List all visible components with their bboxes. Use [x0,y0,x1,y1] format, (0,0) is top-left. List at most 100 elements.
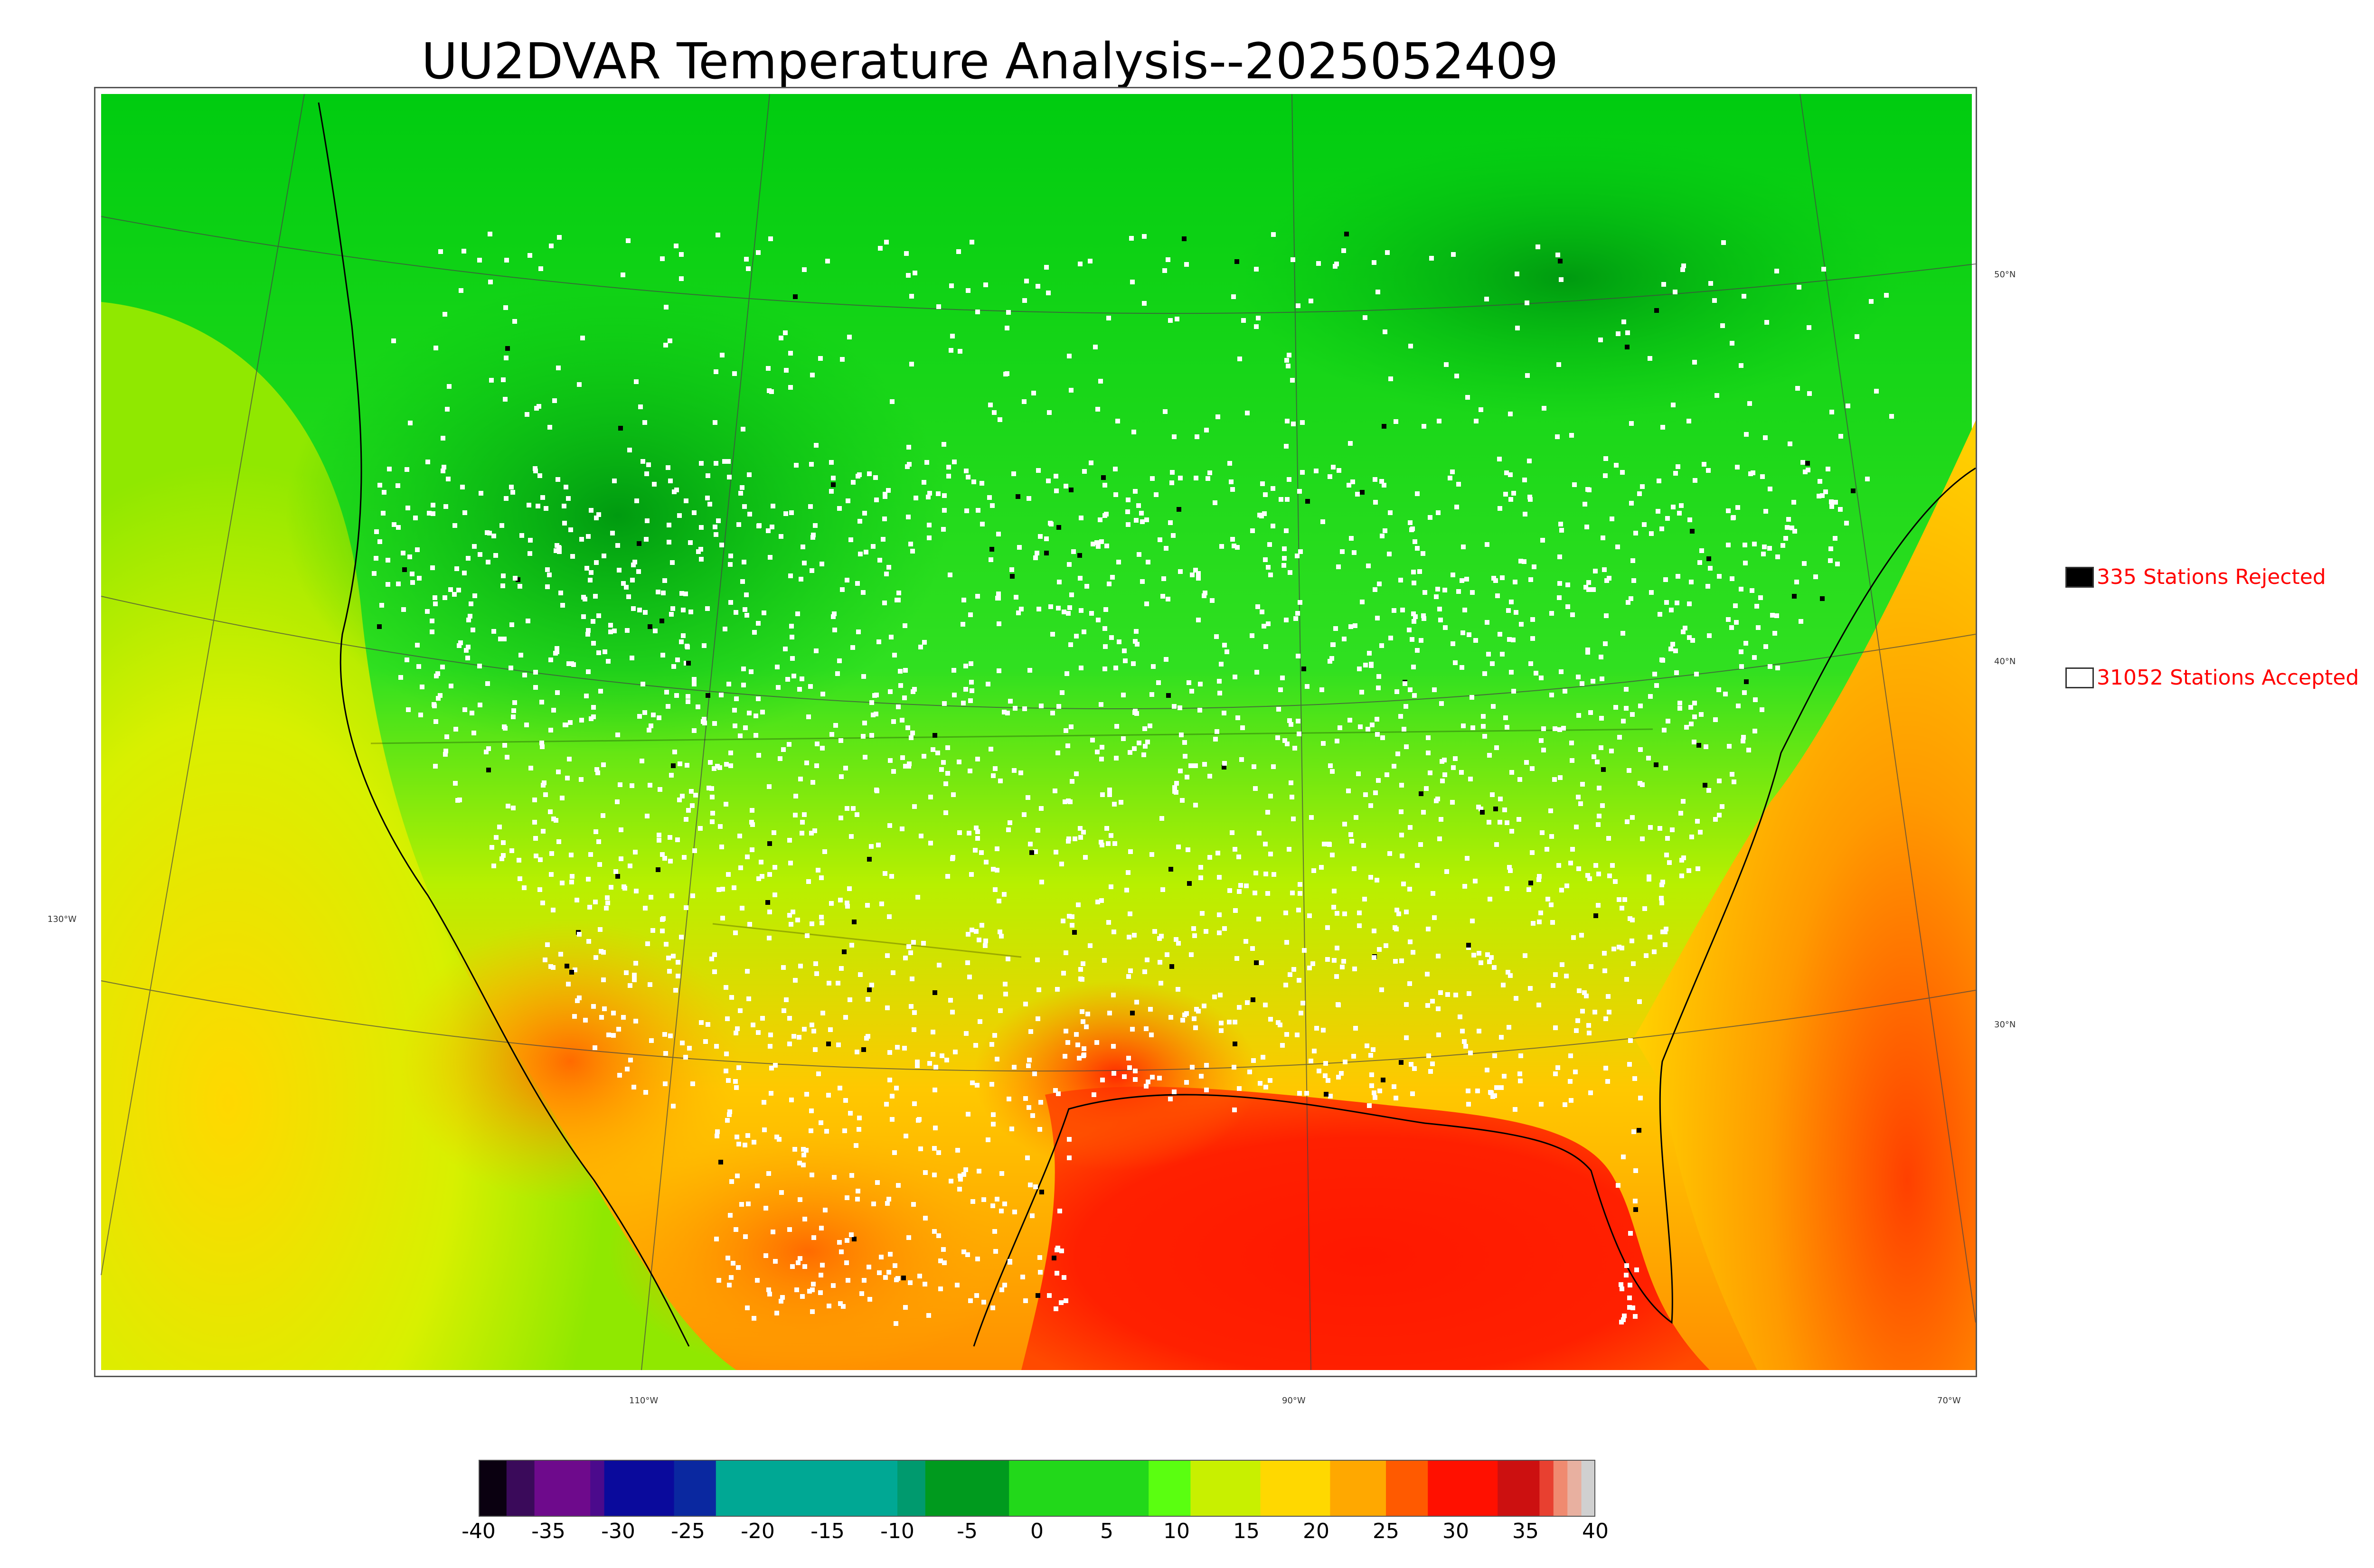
accepted-station-marker [1340,965,1345,969]
accepted-station-marker [660,256,665,261]
accepted-station-marker [799,577,803,582]
rejected-station-marker [1036,1293,1040,1298]
accepted-station-marker [1348,624,1353,629]
accepted-station-marker [798,777,803,781]
accepted-station-marker [896,1183,901,1188]
accepted-station-marker [1256,316,1261,320]
accepted-station-marker [1638,747,1643,752]
accepted-station-marker [381,511,386,516]
accepted-station-marker [1271,524,1275,528]
accepted-station-marker [886,488,891,493]
colorbar-segment [1009,1460,1149,1517]
accepted-station-marker [631,606,636,611]
accepted-station-marker [693,793,698,798]
accepted-station-marker [983,282,988,287]
accepted-station-marker [1585,873,1590,878]
accepted-station-marker [598,689,603,694]
accepted-station-marker [1580,782,1585,787]
accepted-station-marker [735,1135,739,1139]
accepted-station-marker [645,941,650,946]
accepted-station-marker [1616,331,1620,336]
accepted-station-marker [1048,604,1053,609]
accepted-station-marker [1677,706,1682,711]
accepted-station-marker [793,794,798,798]
accepted-station-marker [1662,728,1667,732]
accepted-station-marker [1659,883,1664,887]
accepted-station-marker [1090,738,1095,742]
accepted-station-marker [1369,1072,1374,1077]
accepted-station-marker [1012,1210,1017,1214]
accepted-station-marker [752,1140,756,1145]
accepted-station-marker [1213,737,1218,742]
accepted-station-marker [1178,769,1183,773]
accepted-station-marker [917,1117,922,1122]
accepted-station-marker [1014,595,1018,600]
accepted-station-marker [968,698,973,703]
accepted-station-marker [1287,847,1291,852]
accepted-station-marker [1073,836,1077,841]
accepted-station-marker [1296,719,1300,723]
accepted-station-marker [713,420,717,425]
accepted-station-marker [1189,952,1194,957]
accepted-station-marker [1295,1033,1300,1037]
accepted-station-marker [681,633,686,638]
accepted-station-marker [770,525,774,529]
accepted-station-marker [1182,1013,1187,1017]
accepted-station-marker [743,725,748,730]
accepted-station-marker [630,783,634,788]
accepted-station-marker [1603,473,1608,478]
accepted-station-marker [854,1143,858,1148]
accepted-station-marker [416,664,421,669]
accepted-station-marker [1767,546,1772,551]
accepted-station-marker [911,1202,916,1207]
accepted-station-marker [1511,491,1516,496]
accepted-station-marker [716,518,721,523]
accepted-station-marker [1392,1084,1396,1089]
accepted-station-marker [448,587,453,592]
accepted-station-marker [594,767,599,772]
accepted-station-marker [468,614,472,619]
accepted-station-marker [453,727,458,732]
accepted-station-marker [1016,610,1021,615]
accepted-station-marker [1539,676,1544,680]
accepted-station-marker [1569,433,1574,438]
rejected-station-marker [1301,667,1306,671]
accepted-station-marker [1150,476,1155,481]
accepted-station-marker [1082,469,1087,474]
accepted-station-marker [490,845,494,850]
accepted-station-marker [1204,1088,1209,1092]
accepted-station-marker [966,1112,970,1117]
accepted-station-marker [1515,272,1519,276]
accepted-station-marker [1329,656,1334,661]
accepted-station-marker [1227,1020,1232,1024]
accepted-station-marker [1621,1317,1626,1322]
accepted-station-marker [1102,626,1107,631]
colorbar-segment [590,1460,605,1517]
accepted-station-marker [1196,571,1201,576]
accepted-station-marker [1436,1033,1441,1037]
accepted-station-marker [1726,617,1731,622]
accepted-station-marker [568,527,573,532]
accepted-station-marker [484,750,489,754]
accepted-station-marker [621,581,626,586]
accepted-station-marker [588,578,593,582]
accepted-station-marker [543,958,547,962]
accepted-station-marker [1245,411,1250,415]
accepted-station-marker [1674,670,1679,675]
accepted-station-marker [724,1069,728,1073]
accepted-station-marker [945,771,950,776]
accepted-station-marker [446,477,451,481]
accepted-station-marker [1586,580,1591,585]
colorbar-segment [604,1460,675,1517]
accepted-station-marker [1375,290,1380,294]
accepted-station-marker [1492,965,1497,970]
accepted-station-marker [1633,1199,1638,1203]
accepted-station-marker [1664,927,1668,931]
accepted-station-marker [681,608,686,612]
accepted-station-marker [928,841,933,845]
accepted-station-marker [1664,600,1669,605]
accepted-station-marker [1763,644,1768,649]
accepted-station-marker [624,970,629,975]
accepted-station-marker [1485,620,1489,625]
accepted-station-marker [1323,1061,1328,1066]
